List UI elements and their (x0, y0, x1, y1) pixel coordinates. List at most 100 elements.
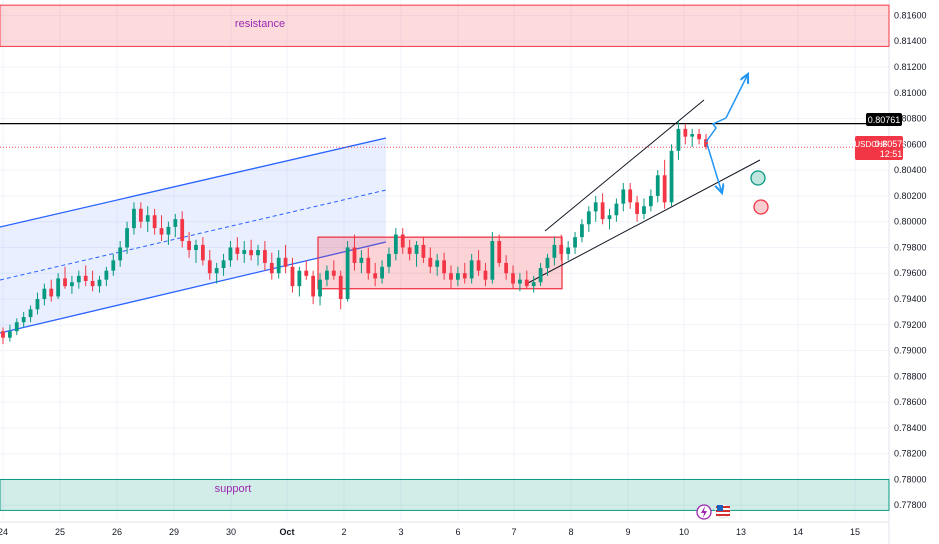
countdown-text: 12:51 (880, 149, 903, 159)
candle-body (187, 241, 191, 251)
wedge-upper-line (544, 99, 705, 232)
candle (21, 311, 26, 328)
x-tick-label: 2 (341, 527, 346, 537)
candle-body (138, 208, 143, 222)
candle (318, 273, 322, 306)
candle-body (676, 128, 681, 151)
x-tick-label: Oct (279, 527, 294, 537)
candle-body (83, 275, 88, 281)
candle-body (366, 257, 371, 274)
x-tick-label: 6 (455, 527, 460, 537)
candle-body (476, 260, 481, 271)
candle (152, 208, 157, 235)
candle (338, 270, 343, 310)
level-tag-text: 0.80761 (868, 115, 901, 125)
support-label: support (215, 483, 252, 495)
support-zone (0, 478, 890, 511)
candle (14, 318, 19, 336)
candle-body (1, 331, 5, 338)
candle (449, 265, 453, 289)
candle (380, 260, 384, 284)
candle-body (655, 175, 660, 196)
symbol-tag (855, 136, 903, 160)
candle-body (518, 279, 522, 284)
candle (7, 324, 12, 342)
candle-body (566, 247, 571, 254)
candle (366, 247, 371, 280)
candle (455, 266, 460, 287)
candle (214, 262, 219, 284)
y-tick-label: 0.80200 (894, 191, 927, 201)
candle (573, 232, 577, 254)
candle-body (70, 282, 74, 287)
candle-body (580, 224, 584, 238)
candle-body (407, 247, 412, 254)
channel-midline (0, 189, 387, 281)
candle (511, 265, 515, 289)
candle-body (393, 234, 398, 254)
candle (118, 241, 123, 267)
candle (531, 275, 536, 293)
candle-body (104, 270, 109, 280)
candle-body (428, 257, 433, 267)
candle (283, 244, 288, 274)
drawing-layer (0, 99, 889, 334)
x-tick-label: 14 (793, 527, 803, 537)
us-flag-icon[interactable] (715, 503, 731, 519)
price-axis-area (889, 0, 939, 544)
candle (407, 239, 412, 261)
candle (387, 247, 391, 274)
candle-body (132, 208, 136, 229)
y-tick-label: 0.78200 (894, 449, 927, 459)
candle (442, 252, 446, 280)
candle-body (538, 268, 543, 283)
candle-body (414, 244, 419, 254)
candle (648, 189, 653, 212)
candle-body (207, 260, 212, 274)
candle (428, 247, 433, 274)
y-tick-label: 0.81600 (894, 10, 927, 20)
candle-body (166, 226, 171, 235)
candle (331, 260, 336, 280)
x-tick-label: 26 (112, 527, 122, 537)
candle (221, 253, 226, 276)
candle-body (669, 150, 674, 203)
y-tick-label: 0.80000 (894, 217, 927, 227)
candle-body (290, 266, 295, 287)
candle-body (249, 250, 254, 256)
y-axis: 0.81600 0.81400 0.81200 0.81000 0.80800 0.806… (894, 10, 927, 510)
candle (345, 241, 350, 302)
candle-body (338, 275, 343, 300)
candle (180, 211, 185, 248)
candle (138, 202, 143, 229)
candle (200, 237, 205, 266)
zone-layer (0, 4, 890, 511)
lightning-icon[interactable] (696, 504, 712, 520)
candle-body (283, 257, 288, 267)
candle (49, 279, 54, 302)
x-tick-label: 30 (226, 527, 236, 537)
candle-body (256, 250, 260, 256)
y-tick-label: 0.78400 (894, 423, 927, 433)
candle (207, 250, 212, 280)
candle-body (145, 215, 150, 222)
candle (256, 244, 260, 266)
resistance-zone (0, 4, 890, 47)
candle (90, 270, 95, 292)
x-tick-label: 3 (398, 527, 403, 537)
candle (311, 270, 316, 305)
candle-body (221, 260, 226, 269)
candle (35, 292, 40, 315)
candle (373, 262, 378, 287)
candle-body (380, 266, 384, 279)
candle-body (297, 270, 302, 287)
candle (393, 228, 398, 261)
candle-body (387, 253, 391, 267)
x-tick-label: 15 (850, 527, 860, 537)
candle-body (573, 237, 577, 248)
candle (676, 121, 681, 160)
candle (621, 183, 626, 212)
y-tick-label: 0.79600 (894, 268, 927, 278)
candle (469, 253, 474, 284)
y-tick-label: 0.81000 (894, 88, 927, 98)
